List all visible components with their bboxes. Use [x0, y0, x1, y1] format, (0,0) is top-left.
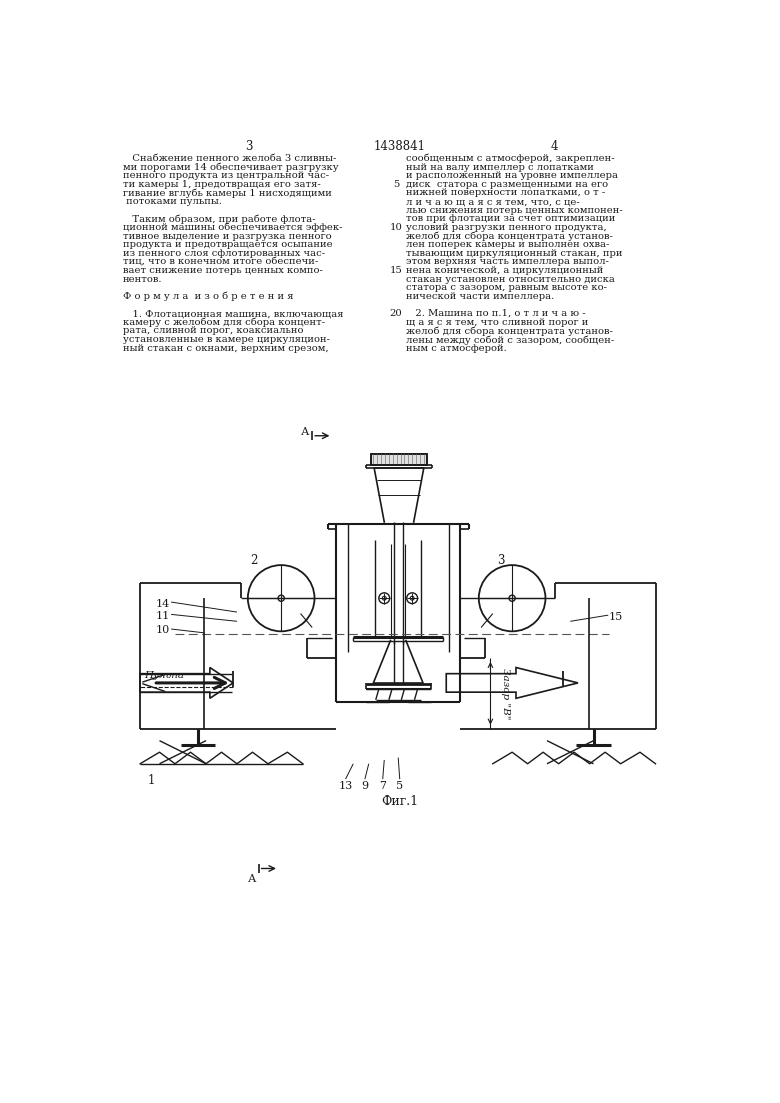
- Text: Зазор "В": Зазор "В": [502, 667, 510, 719]
- Text: условий разгрузки пенного продукта,: условий разгрузки пенного продукта,: [406, 223, 607, 232]
- Text: ный на валу импеллер с лопатками: ный на валу импеллер с лопатками: [406, 162, 594, 172]
- Text: А: А: [301, 427, 310, 437]
- Text: вает снижение потерь ценных компо-: вает снижение потерь ценных компо-: [123, 266, 323, 275]
- Text: 1438841: 1438841: [374, 140, 426, 153]
- Text: тивное выделение и разгрузка пенного: тивное выделение и разгрузка пенного: [123, 232, 332, 240]
- Text: щ а я с я тем, что сливной порог и: щ а я с я тем, что сливной порог и: [406, 318, 588, 326]
- Text: лены между собой с зазором, сообщен-: лены между собой с зазором, сообщен-: [406, 335, 614, 344]
- Text: 3: 3: [245, 140, 253, 153]
- Text: 1. Флотационная машина, включающая: 1. Флотационная машина, включающая: [123, 309, 343, 318]
- Text: нентов.: нентов.: [123, 275, 162, 283]
- Text: 2. Машина по п.1, о т л и ч а ю -: 2. Машина по п.1, о т л и ч а ю -: [406, 309, 586, 318]
- Text: нической части импеллера.: нической части импеллера.: [406, 292, 555, 301]
- Text: нижней поверхности лопатками, о т -: нижней поверхности лопатками, о т -: [406, 189, 605, 197]
- Text: Ф о р м у л а  и з о б р е т е н и я: Ф о р м у л а и з о б р е т е н и я: [123, 292, 293, 301]
- Text: ти камеры 1, предотвращая его затя-: ти камеры 1, предотвращая его затя-: [123, 180, 321, 189]
- Text: 4: 4: [551, 140, 558, 153]
- Bar: [371, 454, 427, 465]
- Text: тов при флотации за счет оптимизации: тов при флотации за счет оптимизации: [406, 214, 615, 223]
- Text: 11: 11: [156, 611, 170, 621]
- Text: установленные в камере циркуляцион-: установленные в камере циркуляцион-: [123, 335, 330, 344]
- Text: 2: 2: [250, 555, 257, 567]
- Text: 13: 13: [339, 781, 353, 791]
- Text: лен поперек камеры и выполнен охва-: лен поперек камеры и выполнен охва-: [406, 240, 609, 249]
- Text: Пульпа: Пульпа: [144, 671, 184, 679]
- Text: 7: 7: [379, 781, 386, 791]
- Text: камеру с желобом для сбора концент-: камеру с желобом для сбора концент-: [123, 318, 325, 328]
- Text: нена конической, а циркуляционный: нена конической, а циркуляционный: [406, 266, 603, 275]
- Bar: [371, 454, 427, 465]
- Polygon shape: [140, 667, 233, 698]
- Text: 3: 3: [497, 555, 504, 567]
- Text: 14: 14: [156, 599, 170, 609]
- Text: гивание вглубь камеры 1 нисходящими: гивание вглубь камеры 1 нисходящими: [123, 189, 332, 197]
- Text: л и ч а ю щ а я с я тем, что, с це-: л и ч а ю щ а я с я тем, что, с це-: [406, 197, 580, 206]
- Polygon shape: [446, 667, 578, 698]
- Text: ный стакан с окнами, верхним срезом,: ный стакан с окнами, верхним срезом,: [123, 344, 328, 353]
- Text: 15: 15: [389, 266, 402, 275]
- Text: ным с атмосферой.: ным с атмосферой.: [406, 344, 507, 353]
- Text: из пенного слоя сфлотированных час-: из пенного слоя сфлотированных час-: [123, 249, 325, 258]
- Text: ционной машины обеспечивается эффек-: ционной машины обеспечивается эффек-: [123, 223, 342, 233]
- Text: 10: 10: [156, 625, 170, 635]
- Text: желоб для сбора концентрата установ-: желоб для сбора концентрата установ-: [406, 232, 613, 242]
- Text: тывающим циркуляционный стакан, при: тывающим циркуляционный стакан, при: [406, 249, 622, 258]
- Text: 5: 5: [396, 781, 403, 791]
- Text: этом верхняя часть импеллера выпол-: этом верхняя часть импеллера выпол-: [406, 257, 609, 267]
- Text: 15: 15: [609, 612, 623, 622]
- Text: и расположенный на уровне импеллера: и расположенный на уровне импеллера: [406, 171, 618, 180]
- Text: А: А: [247, 874, 256, 884]
- Text: 9: 9: [361, 781, 368, 791]
- Text: пенного продукта из центральной час-: пенного продукта из центральной час-: [123, 171, 329, 180]
- Text: Фиг.1: Фиг.1: [381, 794, 418, 807]
- Text: 20: 20: [389, 309, 402, 318]
- Text: тиц, что в конечном итоге обеспечи-: тиц, что в конечном итоге обеспечи-: [123, 257, 318, 267]
- Text: статора с зазором, равным высоте ко-: статора с зазором, равным высоте ко-: [406, 283, 607, 292]
- Text: лью снижения потерь ценных компонен-: лью снижения потерь ценных компонен-: [406, 205, 622, 215]
- Text: диск  статора с размещенными на его: диск статора с размещенными на его: [406, 180, 608, 189]
- Text: рата, сливной порог, коаксиально: рата, сливной порог, коаксиально: [123, 326, 303, 335]
- Text: 1: 1: [148, 774, 155, 786]
- Text: стакан установлен относительно диска: стакан установлен относительно диска: [406, 275, 615, 283]
- Text: потоками пульпы.: потоками пульпы.: [123, 197, 222, 206]
- Text: Таким образом, при работе флота-: Таким образом, при работе флота-: [123, 214, 316, 224]
- Text: желоб для сбора концентрата установ-: желоб для сбора концентрата установ-: [406, 326, 613, 336]
- Text: 10: 10: [389, 223, 402, 232]
- Text: сообщенным с атмосферой, закреплен-: сообщенным с атмосферой, закреплен-: [406, 154, 615, 163]
- Text: Снабжение пенного желоба 3 сливны-: Снабжение пенного желоба 3 сливны-: [123, 154, 336, 163]
- Text: продукта и предотвращается осыпание: продукта и предотвращается осыпание: [123, 240, 333, 249]
- Text: ми порогами 14 обеспечивает разгрузку: ми порогами 14 обеспечивает разгрузку: [123, 162, 339, 172]
- Text: 5: 5: [392, 180, 399, 189]
